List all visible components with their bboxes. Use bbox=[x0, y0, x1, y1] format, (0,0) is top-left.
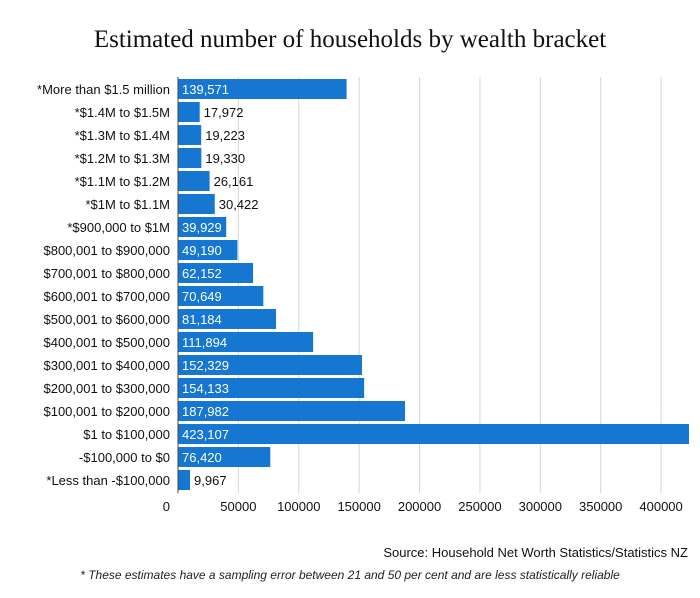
bar bbox=[178, 171, 210, 191]
data-label: 49,190 bbox=[182, 243, 222, 258]
category-label: $1 to $100,000 bbox=[83, 427, 170, 442]
data-label: 39,929 bbox=[182, 220, 222, 235]
data-label: 26,161 bbox=[214, 174, 254, 189]
x-tick-label: 50000 bbox=[220, 499, 256, 514]
category-label: $200,001 to $300,000 bbox=[43, 381, 170, 396]
chart-title: Estimated number of households by wealth… bbox=[93, 26, 607, 53]
data-labels: 139,571 17,972 19,223 19,330 26,161 30,422 39,… bbox=[182, 82, 259, 488]
category-label: $300,001 to $400,000 bbox=[43, 358, 170, 373]
bar bbox=[178, 447, 271, 467]
footnote: * These estimates have a sampling error … bbox=[80, 568, 620, 582]
data-label: 62,152 bbox=[182, 266, 222, 281]
x-tick-label: 350000 bbox=[579, 499, 622, 514]
bar bbox=[178, 263, 254, 283]
bar bbox=[178, 355, 362, 375]
x-tick-label: 200000 bbox=[398, 499, 441, 514]
bar bbox=[178, 79, 347, 99]
data-label: 81,184 bbox=[182, 312, 222, 327]
data-label: 30,422 bbox=[219, 197, 259, 212]
data-label: 76,420 bbox=[182, 450, 222, 465]
data-label: 19,223 bbox=[205, 128, 245, 143]
x-tick-label: 400000 bbox=[639, 499, 682, 514]
bar bbox=[178, 217, 227, 237]
category-label: *More than $1.5 million bbox=[37, 82, 170, 97]
data-label: 187,982 bbox=[182, 404, 229, 419]
data-label: 70,649 bbox=[182, 289, 222, 304]
category-label: $400,001 to $500,000 bbox=[43, 335, 170, 350]
bar bbox=[178, 148, 202, 168]
x-tick-label: 100000 bbox=[277, 499, 320, 514]
bar bbox=[178, 240, 238, 260]
category-label: *$1M to $1.1M bbox=[85, 197, 170, 212]
data-label: 139,571 bbox=[182, 82, 229, 97]
category-label: -$100,000 to $0 bbox=[79, 450, 170, 465]
bar bbox=[178, 424, 689, 444]
data-label: 111,894 bbox=[182, 335, 227, 350]
data-label: 423,107 bbox=[182, 427, 229, 442]
x-tick-label: 150000 bbox=[337, 499, 380, 514]
category-label: $800,001 to $900,000 bbox=[43, 243, 170, 258]
x-axis-ticks: 0 50000 100000 150000 200000 250000 300000 3500… bbox=[163, 499, 683, 514]
bar bbox=[178, 194, 215, 214]
category-label: $600,001 to $700,000 bbox=[43, 289, 170, 304]
data-label: 17,972 bbox=[204, 105, 244, 120]
category-label: $100,001 to $200,000 bbox=[43, 404, 170, 419]
data-label: 19,330 bbox=[205, 151, 245, 166]
category-label: $500,001 to $600,000 bbox=[43, 312, 170, 327]
category-label: *Less than -$100,000 bbox=[46, 473, 170, 488]
category-labels: *More than $1.5 million *$1.4M to $1.5M *$… bbox=[37, 82, 170, 488]
category-label: *$1.3M to $1.4M bbox=[75, 128, 170, 143]
bar bbox=[178, 378, 365, 398]
bar bbox=[178, 401, 406, 421]
category-label: *$1.1M to $1.2M bbox=[75, 174, 170, 189]
category-label: *$1.2M to $1.3M bbox=[75, 151, 170, 166]
bar bbox=[178, 309, 277, 329]
data-label: 9,967 bbox=[194, 473, 227, 488]
category-label: *$900,000 to $1M bbox=[67, 220, 170, 235]
bars bbox=[178, 79, 689, 490]
bar bbox=[178, 332, 314, 352]
source-note: Source: Household Net Worth Statistics/S… bbox=[383, 545, 688, 560]
x-tick-label: 0 bbox=[163, 499, 170, 514]
bar bbox=[178, 102, 200, 122]
category-label: *$1.4M to $1.5M bbox=[75, 105, 170, 120]
category-label: $700,001 to $800,000 bbox=[43, 266, 170, 281]
bar bbox=[178, 286, 264, 306]
data-label: 154,133 bbox=[182, 381, 229, 396]
data-label: 152,329 bbox=[182, 358, 229, 373]
grid-lines bbox=[237, 77, 662, 493]
bar bbox=[178, 470, 191, 490]
x-tick-label: 300000 bbox=[519, 499, 562, 514]
x-tick-label: 250000 bbox=[458, 499, 501, 514]
bar bbox=[178, 125, 202, 145]
